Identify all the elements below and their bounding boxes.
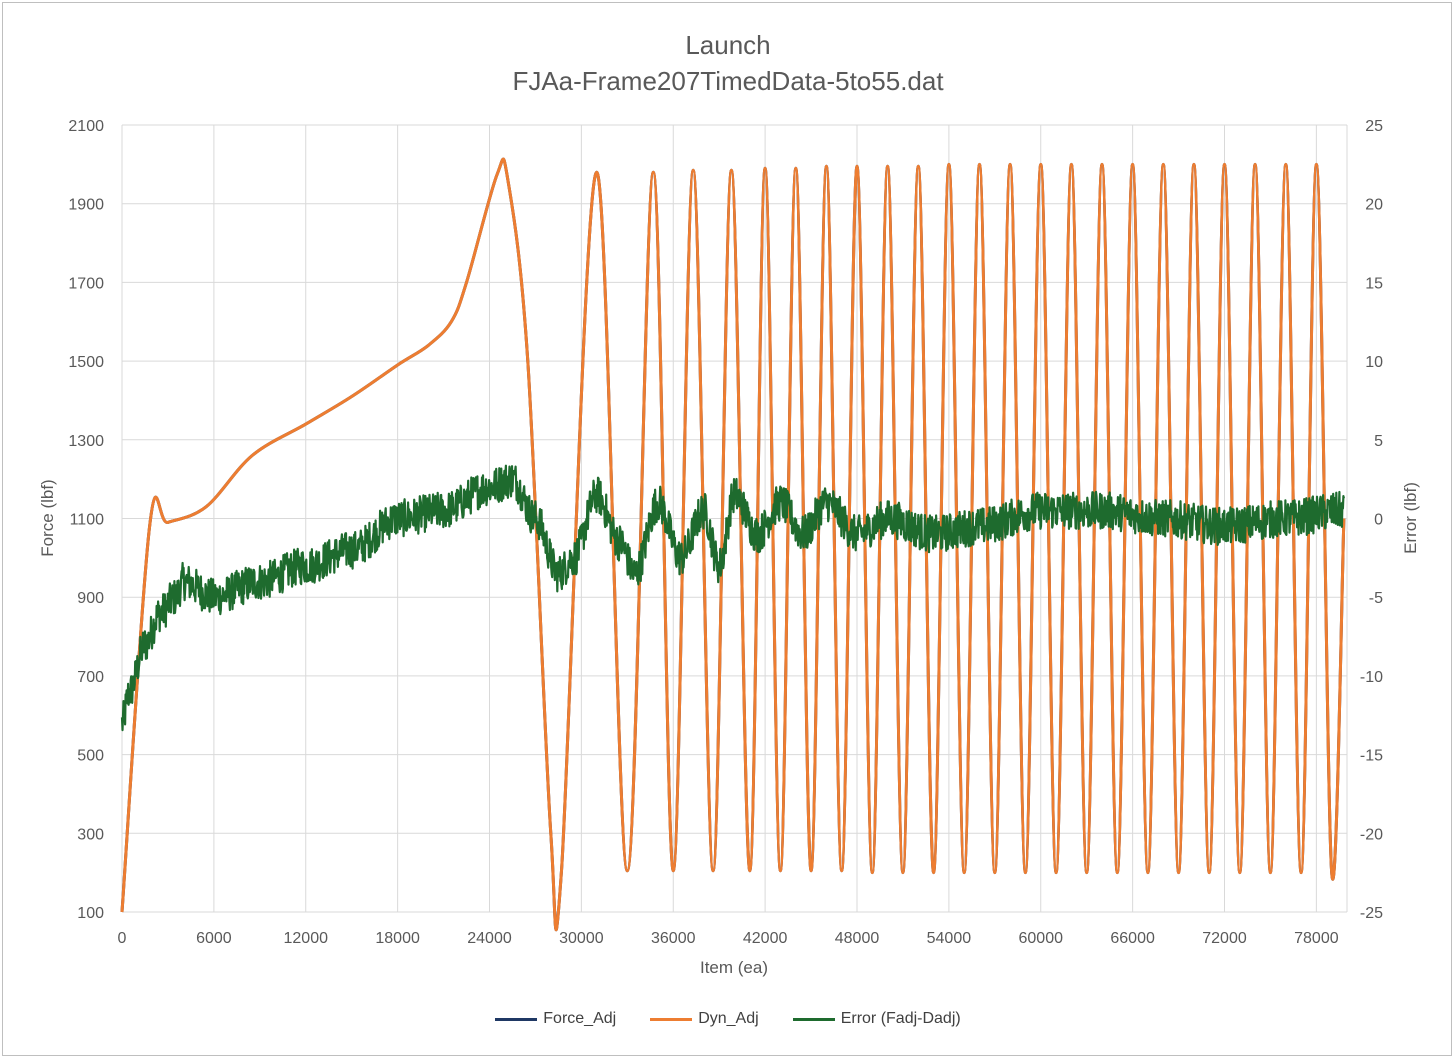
x-axis-title: Item (ea) [700,958,768,977]
x-tick-label: 0 [118,930,127,947]
legend-label-dyn-adj: Dyn_Adj [698,1010,759,1027]
x-tick-label: 42000 [743,930,788,947]
chart-plot-area: 100300500700900110013001500170019002100-… [38,118,1420,977]
x-tick-label: 12000 [284,930,329,947]
legend-item-error: Error (Fadj-Dadj) [792,1010,961,1028]
y-tick-label: 1300 [68,433,104,450]
chart-subtitle: FJAa-Frame207TimedData-5to55.dat [512,66,944,96]
y-tick-label: 100 [77,905,104,922]
x-tick-label: 6000 [196,930,232,947]
y-tick-label: 1500 [68,354,104,371]
x-tick-label: 72000 [1202,930,1247,947]
y-tick-label: 1700 [68,275,104,292]
y2-tick-label: -25 [1360,905,1383,922]
y2-tick-label: 20 [1365,197,1383,214]
x-tick-label: 48000 [835,930,880,947]
y2-tick-label: -10 [1360,669,1383,686]
tick-layer: 100300500700900110013001500170019002100-… [68,118,1383,947]
x-tick-label: 66000 [1110,930,1155,947]
legend-swatch-error [792,1017,835,1021]
chart-title: Launch [685,30,771,60]
legend-item-force-adj: Force_Adj [495,1010,616,1028]
legend-swatch-force-adj [495,1017,538,1021]
legend-label-error: Error (Fadj-Dadj) [840,1010,961,1027]
y2-tick-label: 15 [1365,275,1383,292]
x-tick-label: 54000 [927,930,972,947]
chart-legend: Force_Adj Dyn_Adj Error (Fadj-Dadj) [0,1010,1456,1028]
y-tick-label: 700 [77,669,104,686]
y2-tick-label: 5 [1374,433,1383,450]
y-tick-label: 500 [77,748,104,765]
x-tick-label: 78000 [1294,930,1339,947]
x-tick-label: 30000 [559,930,604,947]
series-line-1 [120,157,1346,931]
legend-label-force-adj: Force_Adj [543,1010,617,1027]
x-tick-label: 24000 [467,930,512,947]
y-tick-label: 1100 [70,512,105,529]
series-layer [120,157,1346,931]
y2-tick-label: -20 [1360,826,1383,843]
legend-swatch-dyn-adj [650,1017,693,1021]
y-tick-label: 300 [77,826,104,843]
series-line-2 [120,464,1345,732]
y2-tick-label: 0 [1374,512,1383,529]
legend-item-dyn-adj: Dyn_Adj [650,1010,759,1028]
x-tick-label: 36000 [651,930,696,947]
y-tick-label: 2100 [68,118,104,135]
y2-axis-title: Error (lbf) [1401,482,1420,554]
x-tick-label: 60000 [1019,930,1064,947]
y2-tick-label: -15 [1360,748,1383,765]
y-tick-label: 1900 [68,197,104,214]
y2-tick-label: -5 [1369,590,1383,607]
x-tick-label: 18000 [375,930,420,947]
y-axis-title: Force (lbf) [38,479,57,556]
y2-tick-label: 10 [1365,354,1383,371]
y2-tick-label: 25 [1365,118,1383,135]
y-tick-label: 900 [77,590,104,607]
